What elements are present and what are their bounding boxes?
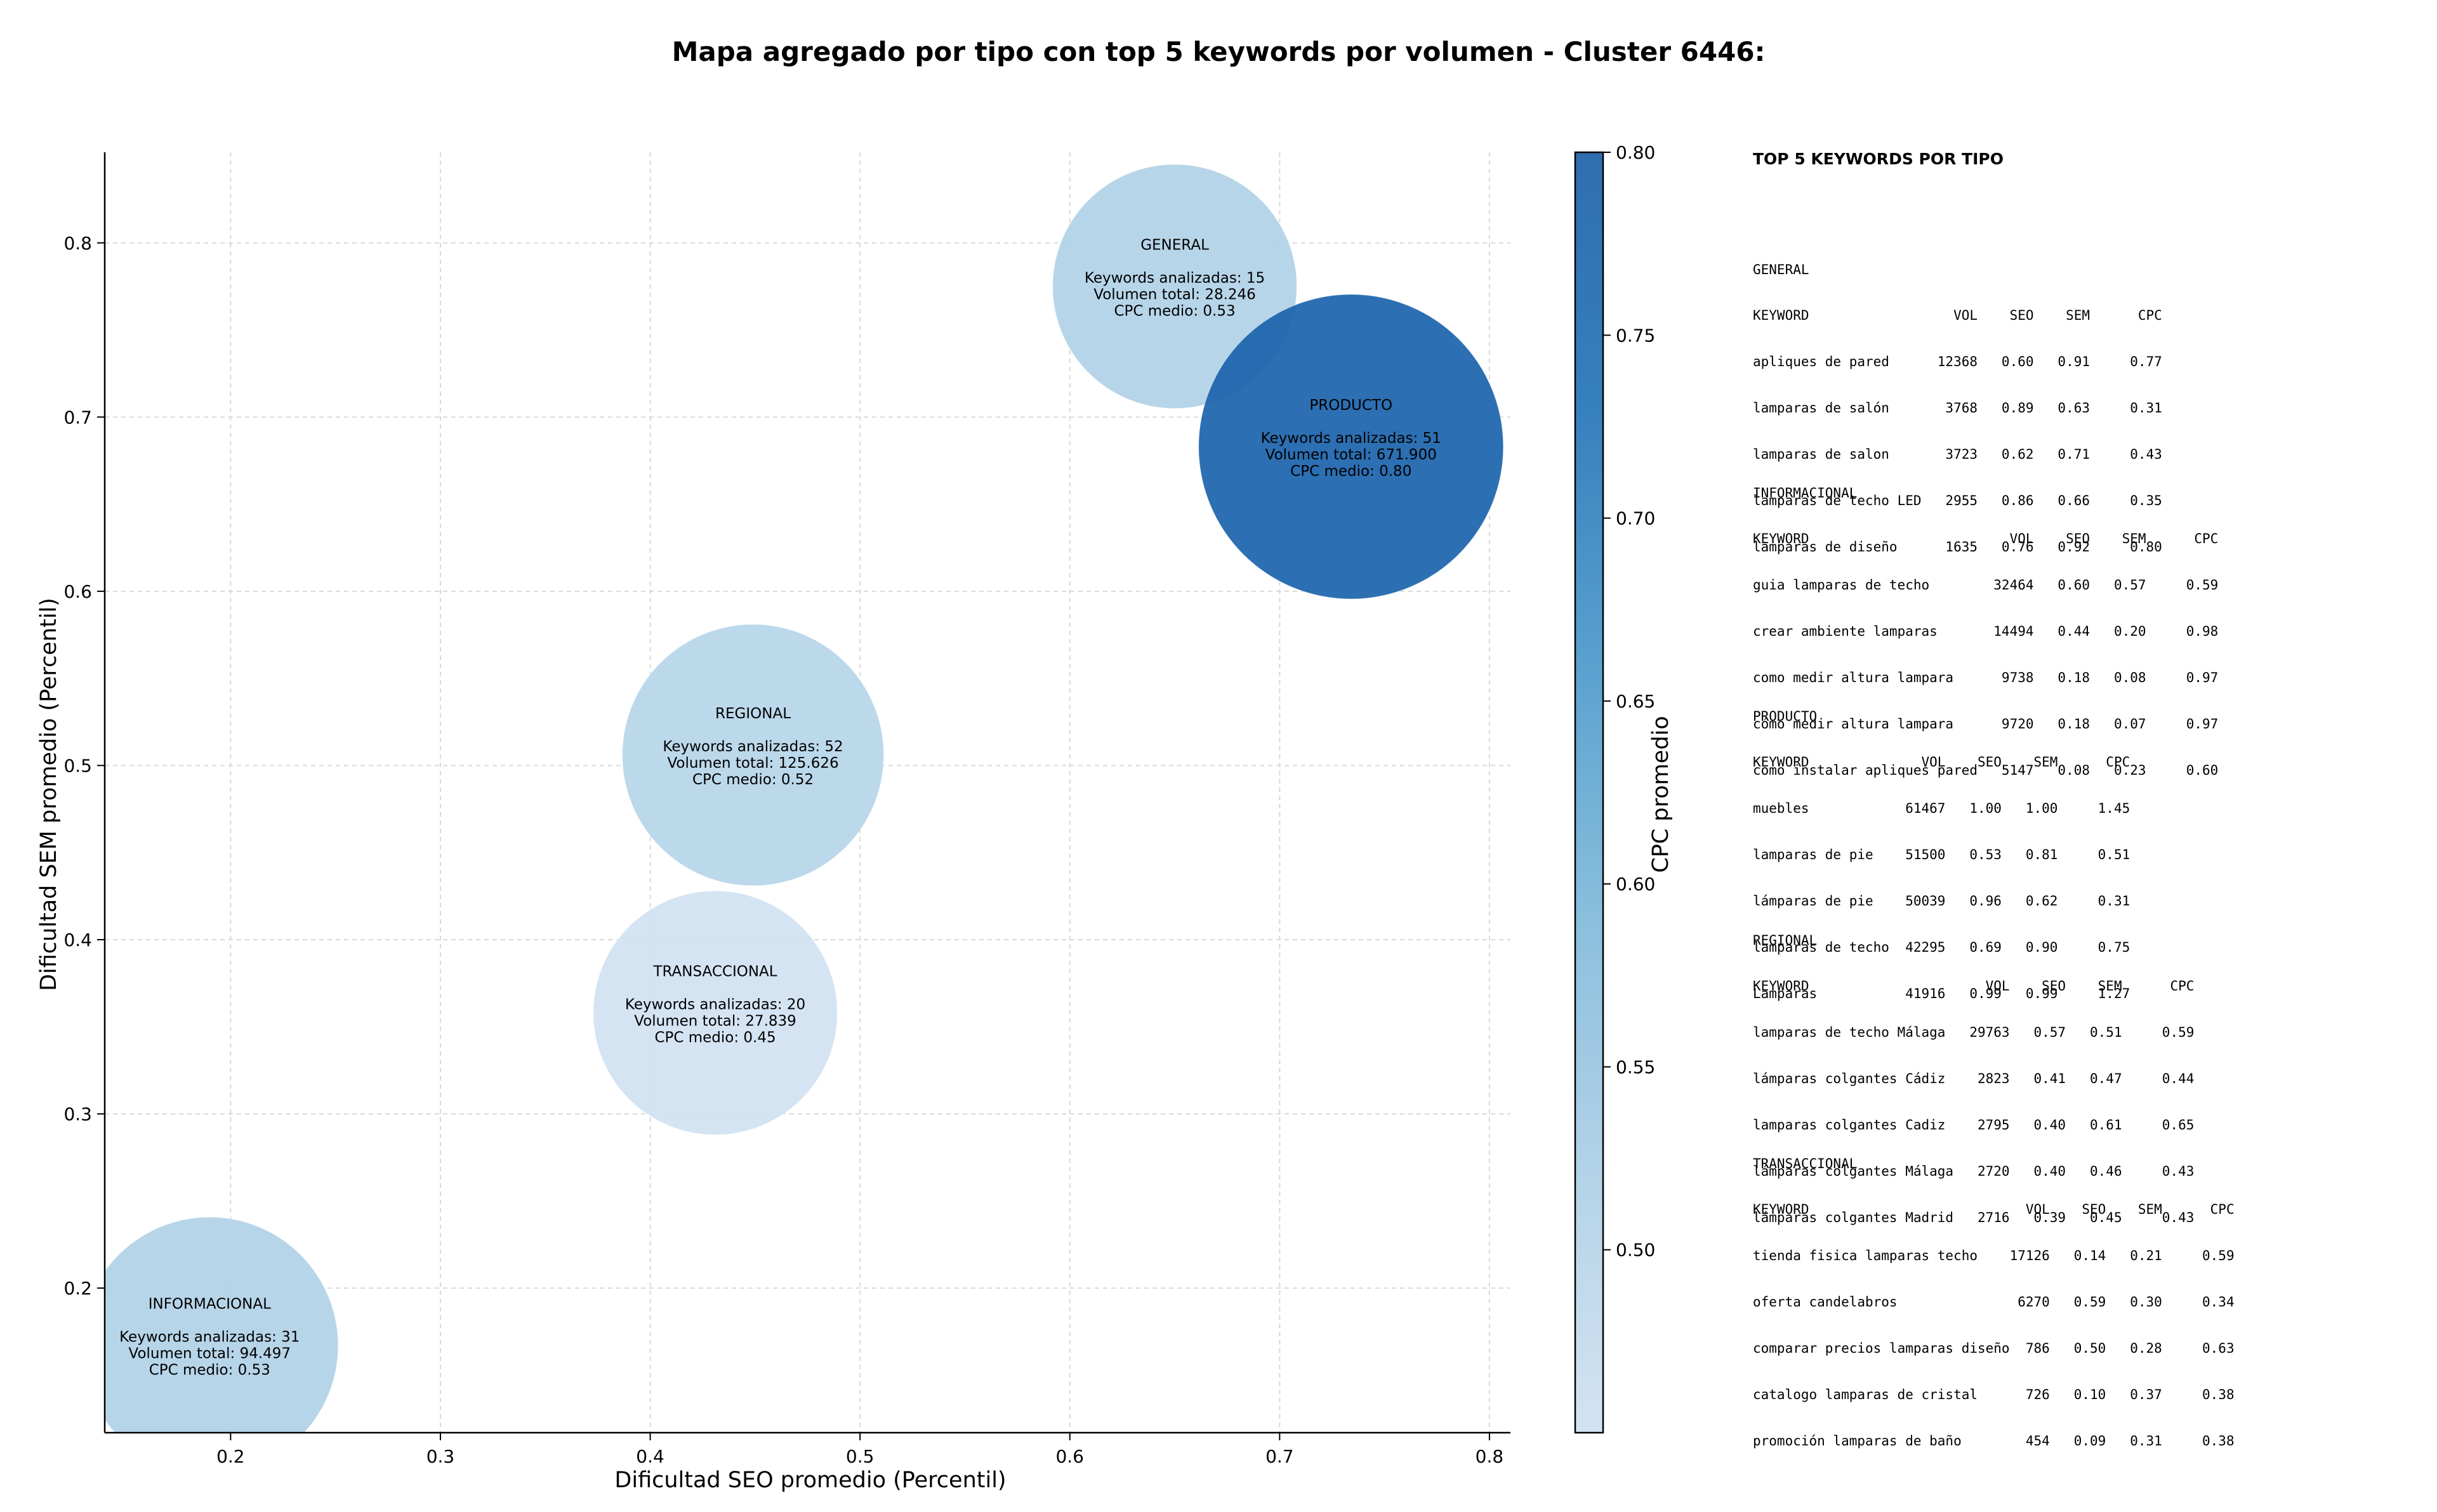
bubble-stat-label: CPC medio: 0.52 xyxy=(692,772,814,788)
kw-line: Lamparas 41916 0.99 0.99 1.27 xyxy=(1753,985,2130,1001)
kw-line: lamparas colgantes Cadiz 2795 0.40 0.61 … xyxy=(1753,1117,2195,1133)
kw-line: KEYWORD VOL SEO SEM CPC xyxy=(1753,754,2130,770)
kw-line: INFORMACIONAL xyxy=(1753,485,1858,501)
kw-line: KEYWORD VOL SEO SEM CPC xyxy=(1753,308,2162,324)
y-tick-label: 0.3 xyxy=(63,1104,92,1125)
y-tick-label: 0.7 xyxy=(63,407,92,428)
y-axis-label: Dificultad SEM promedio (Percentil) xyxy=(36,598,62,991)
kw-line: oferta candelabros 6270 0.59 0.30 0.34 xyxy=(1753,1294,2235,1310)
x-tick-label: 0.5 xyxy=(846,1446,875,1467)
bubble-stat-label: Volumen total: 28.246 xyxy=(1093,286,1256,303)
y-tick-label: 0.4 xyxy=(63,930,92,950)
x-tick-label: 0.6 xyxy=(1055,1446,1084,1467)
kw-line: lamparas de techo LED 2955 0.86 0.66 0.3… xyxy=(1753,493,2162,509)
bubble-producto xyxy=(1198,294,1504,600)
kw-line: guia lamparas de techo 32464 0.60 0.57 0… xyxy=(1753,577,2219,593)
kw-line: promoción lamparas de baño 454 0.09 0.31… xyxy=(1753,1433,2235,1449)
kw-line: lámparas de pie 50039 0.96 0.62 0.31 xyxy=(1753,893,2130,909)
keyword-block-regional: REGIONAL KEYWORD VOL SEO SEM CPC lampara… xyxy=(1753,902,2194,1256)
keyword-block-general: GENERAL KEYWORD VOL SEO SEM CPC apliques… xyxy=(1753,231,2162,586)
keyword-block-transaccional: TRANSACCIONAL KEYWORD VOL SEO SEM CPC ti… xyxy=(1753,1125,2235,1480)
kw-line: lamparas de techo 42295 0.69 0.90 0.75 xyxy=(1753,940,2130,956)
kw-line: lamparas de pie 51500 0.53 0.81 0.51 xyxy=(1753,847,2130,863)
kw-line: apliques de pared 12368 0.60 0.91 0.77 xyxy=(1753,354,2162,370)
bubble-stat-label: CPC medio: 0.80 xyxy=(1290,463,1411,480)
y-tick-label: 0.8 xyxy=(63,233,92,254)
kw-line: lámparas colgantes Madrid 2716 0.39 0.45… xyxy=(1753,1209,2195,1225)
kw-line: KEYWORD VOL SEO SEM CPC xyxy=(1753,531,2219,547)
kw-line: tienda fisica lamparas techo 17126 0.14 … xyxy=(1753,1248,2235,1264)
x-tick-label: 0.7 xyxy=(1265,1446,1294,1467)
bubble-stat-label: Volumen total: 125.626 xyxy=(667,755,838,772)
bubble-regional xyxy=(622,624,884,886)
colorbar-tick-label: 0.70 xyxy=(1616,508,1655,529)
bubble-name-label: INFORMACIONAL xyxy=(149,1296,271,1313)
chart-title: Mapa agregado por tipo con top 5 keyword… xyxy=(672,36,1766,67)
kw-line: REGIONAL xyxy=(1753,932,1818,948)
kw-line: lamparas de diseño 1635 0.76 0.92 0.80 xyxy=(1753,539,2162,555)
bubble-stat-label: Keywords analizadas: 15 xyxy=(1085,270,1265,286)
kw-line: PRODUCTO xyxy=(1753,708,1818,724)
kw-line: lámparas colgantes Cádiz 2823 0.41 0.47 … xyxy=(1753,1071,2195,1087)
bubble-stat-label: Keywords analizadas: 51 xyxy=(1261,430,1441,447)
bubble-transaccional xyxy=(593,890,838,1136)
colorbar: 0.50 0.55 0.60 0.65 0.70 0.75 0.80 xyxy=(1574,142,1655,1434)
bubble-informacional xyxy=(105,1216,339,1433)
bubble-stat-label: CPC medio: 0.53 xyxy=(1114,303,1235,319)
bubble-name-label: GENERAL xyxy=(1140,237,1209,253)
x-tick-label: 0.4 xyxy=(636,1446,664,1467)
y-tick-label: 0.6 xyxy=(63,581,92,602)
bubbles xyxy=(105,164,1504,1433)
bubble-name-label: REGIONAL xyxy=(715,706,791,722)
bubble-stat-label: CPC medio: 0.45 xyxy=(654,1029,776,1046)
bubble-stat-label: CPC medio: 0.53 xyxy=(149,1362,270,1379)
colorbar-tick-label: 0.50 xyxy=(1616,1240,1655,1261)
x-tick-label: 0.2 xyxy=(216,1446,245,1467)
kw-line: cómo medir altura lampara 9720 0.18 0.07… xyxy=(1753,716,2219,732)
kw-line: KEYWORD VOL SEO SEM CPC xyxy=(1753,1202,2235,1218)
bubble-stat-label: Volumen total: 671.900 xyxy=(1265,447,1437,463)
bubble-stat-label: Keywords analizadas: 52 xyxy=(663,739,843,755)
kw-line: lámparas colgantes Málaga 2720 0.40 0.46… xyxy=(1753,1164,2195,1180)
kw-line: como medir altura lampara 9738 0.18 0.08… xyxy=(1753,670,2219,686)
kw-line: catalogo lamparas de cristal 726 0.10 0.… xyxy=(1753,1387,2235,1403)
bubble-stat-label: Volumen total: 27.839 xyxy=(634,1013,796,1029)
kw-line: comparar precios lamparas diseño 786 0.5… xyxy=(1753,1341,2235,1357)
bubble-stat-label: Keywords analizadas: 20 xyxy=(625,996,805,1013)
y-tick-label: 0.2 xyxy=(63,1278,92,1299)
colorbar-tick-label: 0.65 xyxy=(1616,691,1655,712)
kw-line: como instalar apliques pared 5147 0.08 0… xyxy=(1753,762,2219,778)
kw-line: lamparas de salon 3723 0.62 0.71 0.43 xyxy=(1753,447,2162,463)
keyword-block-producto: PRODUCTO KEYWORD VOL SEO SEM CPC muebles… xyxy=(1753,678,2130,1032)
y-tick-label: 0.5 xyxy=(63,755,92,776)
kw-line: GENERAL xyxy=(1753,261,1809,277)
bubble-stat-label: Keywords analizadas: 31 xyxy=(119,1329,300,1346)
colorbar-tick-label: 0.80 xyxy=(1616,142,1655,163)
kw-line: KEYWORD VOL SEO SEM CPC xyxy=(1753,978,2195,994)
x-axis-label: Dificultad SEO promedio (Percentil) xyxy=(614,1468,1006,1493)
top-keywords-panel: TOP 5 KEYWORDS POR TIPO GENERAL KEYWORD … xyxy=(1753,150,2426,1449)
colorbar-tick-label: 0.60 xyxy=(1616,874,1655,895)
kw-line: crear ambiente lamparas 14494 0.44 0.20 … xyxy=(1753,624,2219,640)
colorbar-tick-label: 0.75 xyxy=(1616,325,1655,346)
kw-line: lamparas de salón 3768 0.89 0.63 0.31 xyxy=(1753,400,2162,416)
keyword-block-informacional: INFORMACIONAL KEYWORD VOL SEO SEM CPC gu… xyxy=(1753,454,2218,809)
bubble-name-label: PRODUCTO xyxy=(1309,397,1392,414)
bubble-name-label: TRANSACCIONAL xyxy=(652,963,777,980)
x-tick-label: 0.8 xyxy=(1476,1446,1504,1467)
colorbar-gradient xyxy=(1574,151,1604,1434)
kw-line: muebles 61467 1.00 1.00 1.45 xyxy=(1753,801,2130,817)
kw-line: TRANSACCIONAL xyxy=(1753,1155,1858,1171)
bubble-stat-label: Volumen total: 94.497 xyxy=(129,1346,291,1362)
colorbar-tick-label: 0.55 xyxy=(1616,1056,1655,1077)
panel-heading: TOP 5 KEYWORDS POR TIPO xyxy=(1753,150,2004,168)
x-tick-label: 0.3 xyxy=(426,1446,455,1467)
axes: 0.2 0.3 0.4 0.5 0.6 0.7 0.8 0.2 0.3 0.4 0.5 0.6 0.7 0… xyxy=(63,152,1510,1467)
colorbar-label: CPC promedio xyxy=(1648,716,1674,872)
kw-line: lamparas de techo Málaga 29763 0.57 0.51… xyxy=(1753,1025,2195,1041)
